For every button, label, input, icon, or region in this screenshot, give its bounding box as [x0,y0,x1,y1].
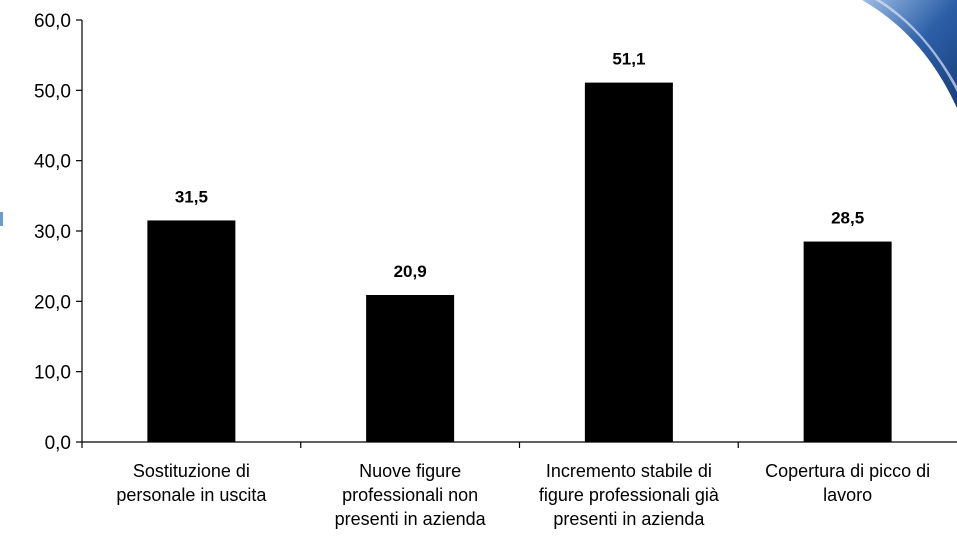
data-label: 51,1 [612,50,645,69]
y-tick-label: 40,0 [34,152,71,173]
y-tick-label: 30,0 [34,222,71,243]
category-label: presenti in azienda [553,509,705,529]
category-label: Incremento stabile di [546,461,712,481]
bar [147,220,236,442]
corner-swoosh-decoration [862,0,957,108]
category-label: presenti in azienda [335,509,487,529]
y-tick-label: 50,0 [34,81,71,102]
category-label: Nuove figure [359,461,461,481]
category-label: lavoro [823,485,872,505]
bar [803,241,892,442]
category-label: figure professionali già [539,485,720,505]
category-label: Copertura di picco di [765,461,930,481]
data-label: 31,5 [175,187,208,206]
left-edge-mark [0,212,3,226]
y-tick-label: 10,0 [34,363,71,384]
plot-area: 0,0 10,0 20,0 30,0 40,0 50,0 60,0 31,5 Sostituzi… [34,11,957,529]
y-tick-label: 20,0 [34,292,71,313]
category-label: Sostituzione di [133,461,250,481]
data-label: 28,5 [831,209,864,228]
y-tick-label: 0,0 [45,433,71,454]
bar [366,295,455,442]
category-label: professionali non [342,485,478,505]
data-label: 20,9 [394,262,427,281]
bar [584,82,673,442]
y-tick-label: 60,0 [34,11,71,32]
category-label: personale in uscita [116,485,267,505]
